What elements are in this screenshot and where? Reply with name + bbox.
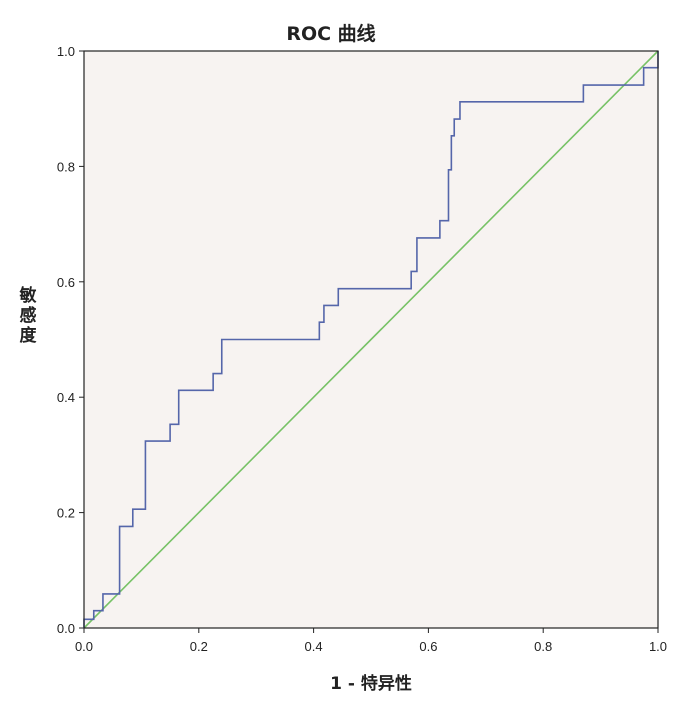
roc-curve-line [83, 51, 659, 628]
x-axis-label: 1 - 特异性 [330, 673, 412, 694]
x-tick-label: 0.2 [190, 639, 208, 654]
x-tick-label: 0.8 [534, 639, 552, 654]
series-layer [83, 50, 659, 629]
y-axis-ticks: 0.0 0.2 0.4 0.6 0.8 1.0 [57, 44, 84, 636]
reference-diagonal-line [83, 50, 659, 629]
y-tick-label: 0.4 [57, 390, 75, 405]
x-tick-label: 1.0 [649, 639, 667, 654]
x-tick-label: 0.6 [419, 639, 437, 654]
y-tick-label: 0.6 [57, 275, 75, 290]
x-tick-label: 0.4 [305, 639, 323, 654]
plot-frame [83, 50, 659, 629]
x-tick-label: 0.0 [75, 639, 93, 654]
y-tick-label: 1.0 [57, 44, 75, 59]
chart-title: ROC 曲线 [286, 22, 375, 45]
y-tick-label: 0.8 [57, 159, 75, 174]
y-tick-label: 0.0 [57, 621, 75, 636]
y-tick-label: 0.2 [57, 506, 75, 521]
x-axis-ticks: 0.0 0.2 0.4 0.6 0.8 1.0 [75, 628, 667, 654]
y-axis-label: 敏感度 [19, 285, 38, 346]
